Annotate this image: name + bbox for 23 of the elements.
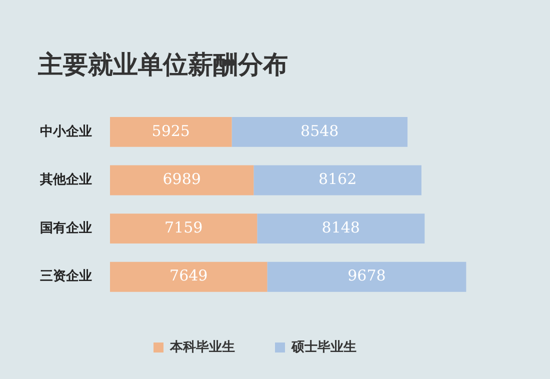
- data-label: 7649: [170, 266, 208, 285]
- legend-label: 本科毕业生: [169, 340, 235, 355]
- bar: [110, 165, 254, 196]
- y-tick-label: 三资企业: [40, 269, 92, 284]
- bar: [110, 116, 232, 147]
- legend-label: 硕士毕业生: [290, 340, 356, 355]
- y-tick-label: 国有企业: [40, 220, 92, 236]
- bar: [232, 116, 408, 147]
- y-tick-label: 中小企业: [40, 124, 92, 140]
- data-label: 8548: [300, 122, 339, 140]
- data-label: 8162: [318, 170, 357, 188]
- bar: [110, 214, 258, 244]
- data-label: 9678: [348, 266, 386, 285]
- bar: [257, 214, 425, 244]
- bar: [254, 165, 422, 196]
- chart-title: 主要就业单位薪酬分布: [38, 49, 288, 81]
- data-label: 5925: [152, 122, 190, 140]
- data-label: 8148: [322, 218, 360, 236]
- y-tick-label: 其他企业: [39, 172, 92, 188]
- data-label: 6989: [162, 170, 201, 188]
- bar: [267, 262, 466, 292]
- bar: [110, 262, 268, 292]
- data-label: 7159: [164, 218, 203, 236]
